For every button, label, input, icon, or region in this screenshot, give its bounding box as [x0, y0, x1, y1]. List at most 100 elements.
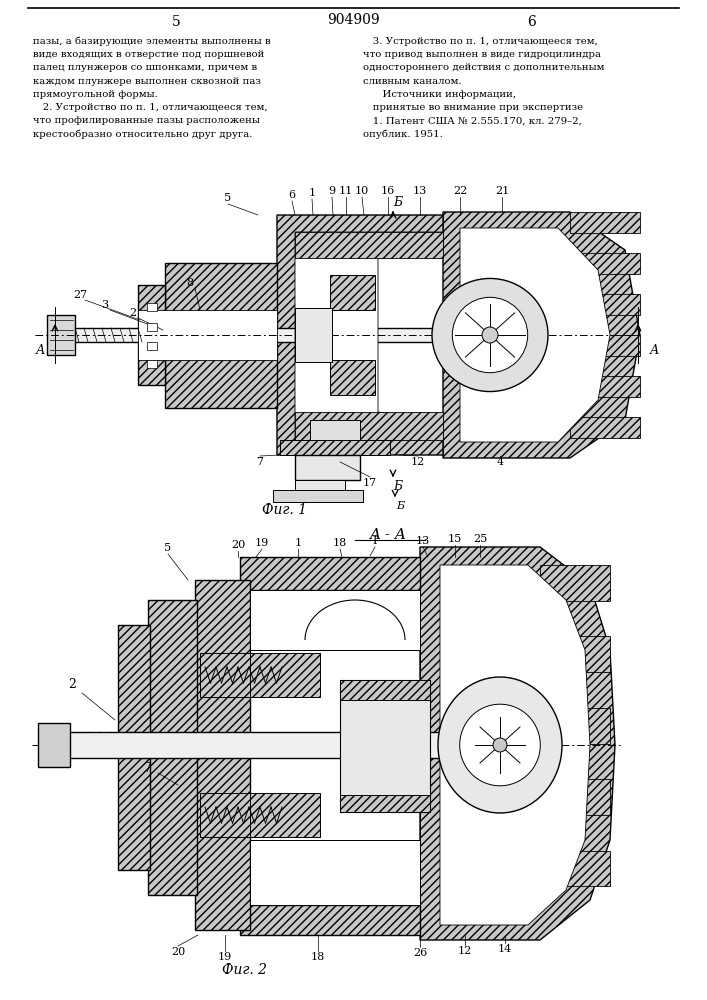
Text: Б: Б — [396, 501, 404, 511]
Polygon shape — [443, 212, 640, 458]
Text: Источники информации,: Источники информации, — [363, 90, 516, 99]
Polygon shape — [570, 376, 640, 396]
Text: 5: 5 — [165, 543, 172, 553]
Text: 8: 8 — [187, 278, 194, 288]
Text: 2: 2 — [68, 678, 76, 692]
Text: 16: 16 — [381, 186, 395, 196]
Polygon shape — [330, 360, 375, 395]
Polygon shape — [540, 636, 610, 672]
Polygon shape — [340, 795, 430, 812]
Text: 18: 18 — [333, 538, 347, 548]
Text: принятые во внимание при экспертизе: принятые во внимание при экспертизе — [363, 103, 583, 112]
Text: опублик. 1951.: опублик. 1951. — [363, 129, 443, 139]
Polygon shape — [240, 557, 420, 590]
Text: 5: 5 — [224, 193, 232, 203]
Text: сливным каналом.: сливным каналом. — [363, 77, 462, 86]
Polygon shape — [38, 723, 70, 767]
Polygon shape — [540, 565, 610, 601]
Text: А: А — [649, 344, 659, 357]
Polygon shape — [420, 547, 615, 940]
Text: 19: 19 — [255, 538, 269, 548]
Polygon shape — [540, 851, 610, 886]
Polygon shape — [138, 285, 165, 385]
Text: 1: 1 — [294, 538, 302, 548]
Text: 17: 17 — [363, 478, 377, 488]
Text: 904909: 904909 — [327, 13, 380, 27]
Polygon shape — [148, 600, 197, 895]
Text: 10: 10 — [355, 186, 369, 196]
Polygon shape — [118, 625, 150, 870]
Polygon shape — [273, 490, 363, 502]
Text: 25: 25 — [473, 534, 487, 544]
Polygon shape — [295, 308, 332, 362]
Polygon shape — [295, 480, 345, 490]
Text: каждом плунжере выполнен сквозной паз: каждом плунжере выполнен сквозной паз — [33, 77, 261, 86]
Polygon shape — [295, 412, 443, 440]
Text: I: I — [373, 536, 378, 546]
Polygon shape — [340, 680, 430, 812]
Polygon shape — [147, 303, 157, 311]
Text: 12: 12 — [458, 946, 472, 956]
Polygon shape — [570, 212, 640, 232]
Text: палец плунжеров со шпонками, причем в: палец плунжеров со шпонками, причем в — [33, 63, 257, 72]
Polygon shape — [280, 440, 390, 455]
Text: 15: 15 — [448, 534, 462, 544]
Text: крестообразно относительно друг друга.: крестообразно относительно друг друга. — [33, 129, 252, 139]
Polygon shape — [295, 455, 360, 480]
Text: 14: 14 — [498, 944, 512, 954]
Polygon shape — [138, 310, 277, 360]
Polygon shape — [240, 905, 420, 935]
Text: одностороннего действия с дополнительным: одностороннего действия с дополнительным — [363, 63, 604, 72]
Text: 7: 7 — [257, 457, 264, 467]
Text: 18: 18 — [311, 952, 325, 962]
Polygon shape — [200, 653, 320, 697]
Text: 13: 13 — [416, 536, 430, 546]
Text: 12: 12 — [411, 457, 425, 467]
Text: 2. Устройство по п. 1, отличающееся тем,: 2. Устройство по п. 1, отличающееся тем, — [33, 103, 268, 112]
Text: Фиг. 2: Фиг. 2 — [223, 963, 267, 977]
Text: 4: 4 — [496, 457, 503, 467]
Text: 9: 9 — [329, 186, 336, 196]
Text: Б: Б — [393, 196, 402, 209]
Circle shape — [493, 738, 507, 752]
Text: 5: 5 — [172, 15, 180, 29]
Polygon shape — [47, 315, 75, 355]
Ellipse shape — [452, 297, 527, 373]
Text: 20: 20 — [231, 540, 245, 550]
Polygon shape — [295, 232, 443, 440]
Text: 27: 27 — [73, 290, 87, 300]
Text: 6: 6 — [288, 190, 296, 200]
Text: 7: 7 — [144, 762, 152, 774]
Polygon shape — [570, 417, 640, 438]
Text: 21: 21 — [495, 186, 509, 196]
Polygon shape — [570, 253, 640, 273]
Text: 3: 3 — [101, 300, 109, 310]
Text: 11: 11 — [339, 186, 353, 196]
Polygon shape — [340, 680, 430, 700]
Polygon shape — [277, 215, 443, 455]
Text: что профилированные пазы расположены: что профилированные пазы расположены — [33, 116, 260, 125]
Text: 3. Устройство по п. 1, отличающееся тем,: 3. Устройство по п. 1, отличающееся тем, — [363, 37, 597, 46]
Text: A - A: A - A — [370, 528, 407, 542]
Polygon shape — [310, 420, 360, 440]
Text: 26: 26 — [413, 948, 427, 958]
Ellipse shape — [438, 677, 562, 813]
Polygon shape — [295, 232, 443, 258]
Text: Б: Б — [393, 480, 402, 492]
Text: 1: 1 — [308, 188, 315, 198]
Polygon shape — [330, 275, 375, 310]
Polygon shape — [195, 580, 250, 930]
Text: прямоугольной формы.: прямоугольной формы. — [33, 90, 158, 99]
Ellipse shape — [432, 278, 548, 392]
Text: 1. Патент США № 2.555.170, кл. 279–2,: 1. Патент США № 2.555.170, кл. 279–2, — [363, 116, 582, 125]
Polygon shape — [250, 840, 420, 905]
Polygon shape — [55, 732, 530, 758]
Text: 20: 20 — [171, 947, 185, 957]
Text: что привод выполнен в виде гидроцилиндра: что привод выполнен в виде гидроцилиндра — [363, 50, 601, 59]
Polygon shape — [540, 779, 610, 815]
Text: виде входящих в отверстие под поршневой: виде входящих в отверстие под поршневой — [33, 50, 264, 59]
Polygon shape — [200, 793, 320, 837]
Text: 13: 13 — [413, 186, 427, 196]
Polygon shape — [540, 708, 610, 744]
Polygon shape — [60, 328, 530, 342]
